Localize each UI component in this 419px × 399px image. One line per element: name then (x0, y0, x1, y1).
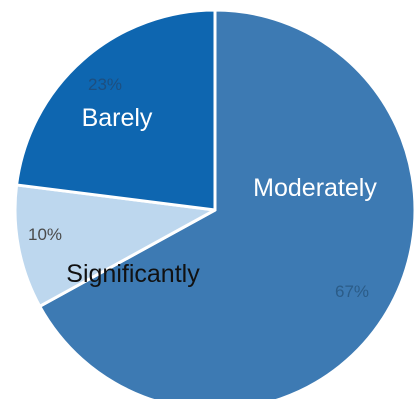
pie-category-label-significantly: Significantly (66, 260, 200, 288)
pie-value-label-barely: 23% (88, 75, 122, 94)
pie-category-label-moderately: Moderately (253, 174, 377, 202)
pie-slices (13, 8, 417, 399)
pie-slice-significantly (13, 183, 217, 308)
pie-slice-barely (15, 8, 217, 212)
pie-value-label-significantly: 10% (28, 225, 62, 244)
pie-labels: 67% Moderately 10%Significantly 23% Barely (28, 75, 377, 301)
pie-category-label-barely: Barely (82, 104, 153, 132)
pie-slice-moderately (38, 8, 417, 399)
pie-value-label-moderately: 67% (335, 282, 369, 301)
